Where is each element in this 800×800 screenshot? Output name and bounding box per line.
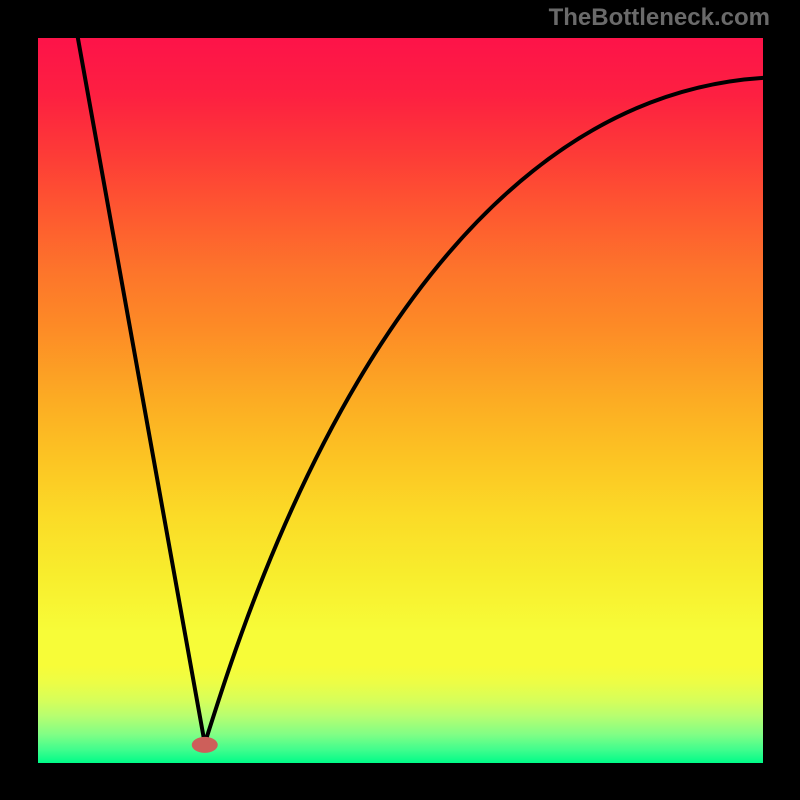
chart-root: TheBottleneck.com	[0, 0, 800, 800]
plot-area	[38, 38, 763, 763]
watermark-text: TheBottleneck.com	[549, 4, 770, 32]
